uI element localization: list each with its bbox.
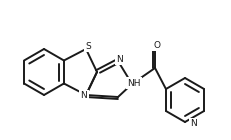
Text: N: N bbox=[190, 120, 197, 129]
Text: O: O bbox=[153, 40, 160, 50]
Text: N: N bbox=[80, 92, 87, 101]
Text: N: N bbox=[116, 54, 123, 64]
Text: S: S bbox=[85, 41, 91, 51]
Text: NH: NH bbox=[127, 79, 140, 88]
